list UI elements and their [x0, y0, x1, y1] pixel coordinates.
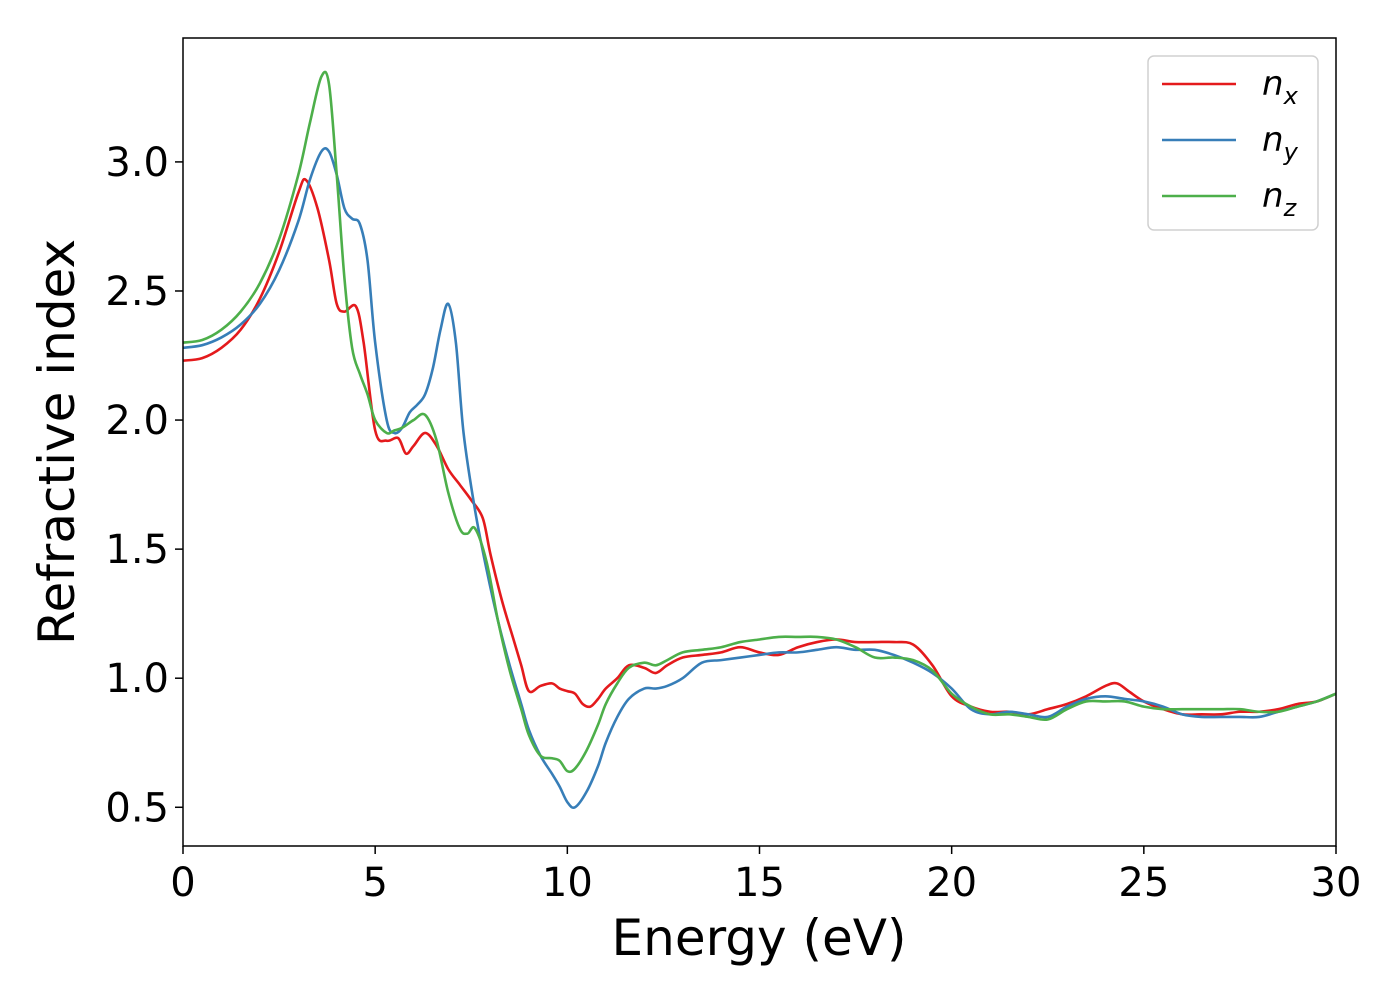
y-tick-label: 3.0 [105, 140, 169, 186]
x-tick-label: 0 [170, 860, 195, 906]
legend-box [1147, 55, 1319, 231]
series-line-z [183, 70, 1336, 774]
series-line-x [183, 177, 1336, 717]
x-axis-label: Energy (eV) [612, 909, 907, 967]
y-axis-ticks: 0.5 1.0 1.5 2.0 2.5 3.0 [105, 140, 183, 831]
series-lines [183, 70, 1336, 809]
legend: nx ny nz [1147, 55, 1319, 231]
x-tick-label: 5 [362, 860, 387, 906]
x-axis-ticks: 0 5 10 15 20 25 30 [170, 846, 1361, 906]
y-tick-label: 0.5 [105, 785, 169, 831]
y-tick-label: 1.0 [105, 656, 169, 702]
x-tick-label: 10 [542, 860, 593, 906]
x-tick-label: 20 [926, 860, 977, 906]
y-tick-label: 2.5 [105, 269, 169, 315]
x-tick-label: 30 [1311, 860, 1362, 906]
series-line-y [183, 147, 1336, 809]
legend-label-y: ny [1262, 120, 1299, 166]
x-tick-label: 15 [734, 860, 785, 906]
y-axis-label: Refractive index [28, 239, 86, 645]
legend-label-z: nz [1262, 176, 1298, 222]
y-tick-label: 2.0 [105, 398, 169, 444]
x-tick-label: 25 [1118, 860, 1169, 906]
legend-label-x: nx [1262, 64, 1299, 110]
y-tick-label: 1.5 [105, 527, 169, 573]
